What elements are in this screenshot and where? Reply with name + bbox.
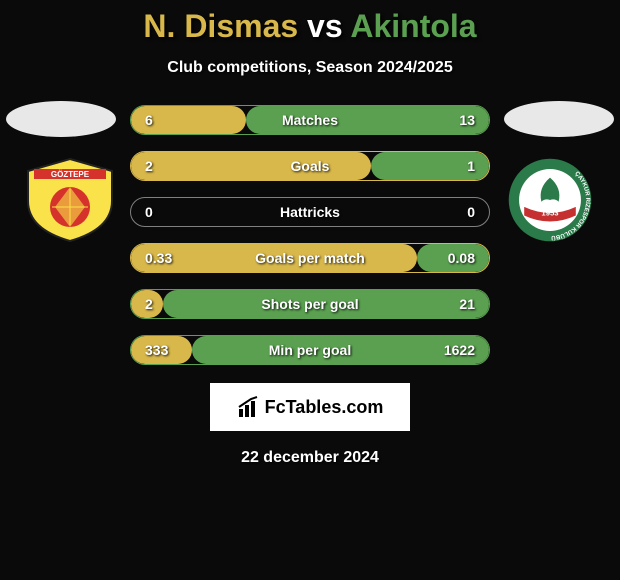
date-text: 22 december 2024 (0, 449, 620, 467)
stat-row: 0 0 Hattricks (130, 197, 490, 227)
subtitle: Club competitions, Season 2024/2025 (0, 59, 620, 77)
stat-value-right: 21 (459, 296, 475, 312)
comparison-title: N. Dismas vs Akintola (0, 0, 620, 45)
stat-value-right: 13 (459, 112, 475, 128)
left-oval-decoration (6, 101, 116, 137)
stat-value-right: 0 (467, 204, 475, 220)
rizespor-badge-icon: 1953 ÇAYKUR RİZESPOR KULÜBÜ (500, 157, 600, 243)
stat-value-left: 0 (145, 204, 153, 220)
stat-row: 2 1 Goals (130, 151, 490, 181)
stat-fill-left (131, 152, 371, 180)
stat-value-left: 0.33 (145, 250, 172, 266)
stat-label: Matches (282, 112, 338, 128)
vs-text: vs (307, 8, 343, 44)
stat-label: Goals (291, 158, 330, 174)
player2-name: Akintola (350, 8, 476, 44)
stat-label: Goals per match (255, 250, 365, 266)
player1-name: N. Dismas (143, 8, 298, 44)
stat-label: Shots per goal (261, 296, 358, 312)
svg-text:1953: 1953 (541, 208, 559, 217)
stat-value-left: 2 (145, 158, 153, 174)
stat-row: 0.33 0.08 Goals per match (130, 243, 490, 273)
fctables-brand-text: FcTables.com (265, 397, 384, 418)
stats-list: 613Matches21Goals00Hattricks0.330.08Goal… (130, 105, 490, 365)
team-right-logo: 1953 ÇAYKUR RİZESPOR KULÜBÜ (500, 157, 600, 257)
stat-value-right: 0.08 (448, 250, 475, 266)
goztepe-badge-icon: GÖZTEPE (20, 157, 120, 243)
stat-value-left: 333 (145, 342, 168, 358)
svg-text:GÖZTEPE: GÖZTEPE (51, 170, 90, 179)
stat-value-left: 2 (145, 296, 153, 312)
chart-icon (237, 395, 261, 419)
fctables-watermark: FcTables.com (210, 383, 410, 431)
team-left-logo: GÖZTEPE (20, 157, 120, 257)
stat-label: Min per goal (269, 342, 351, 358)
content-area: GÖZTEPE 1953 ÇAYKUR RİZESPOR KULÜBÜ 6 13 M… (0, 105, 620, 467)
right-oval-decoration (504, 101, 614, 137)
stat-value-right: 1 (467, 158, 475, 174)
stat-row: 6 13 Matches (130, 105, 490, 135)
stat-row: 333 1622 Min per goal (130, 335, 490, 365)
stat-value-left: 6 (145, 112, 153, 128)
stat-row: 2 21 Shots per goal (130, 289, 490, 319)
stat-value-right: 1622 (444, 342, 475, 358)
stat-label: Hattricks (280, 204, 340, 220)
